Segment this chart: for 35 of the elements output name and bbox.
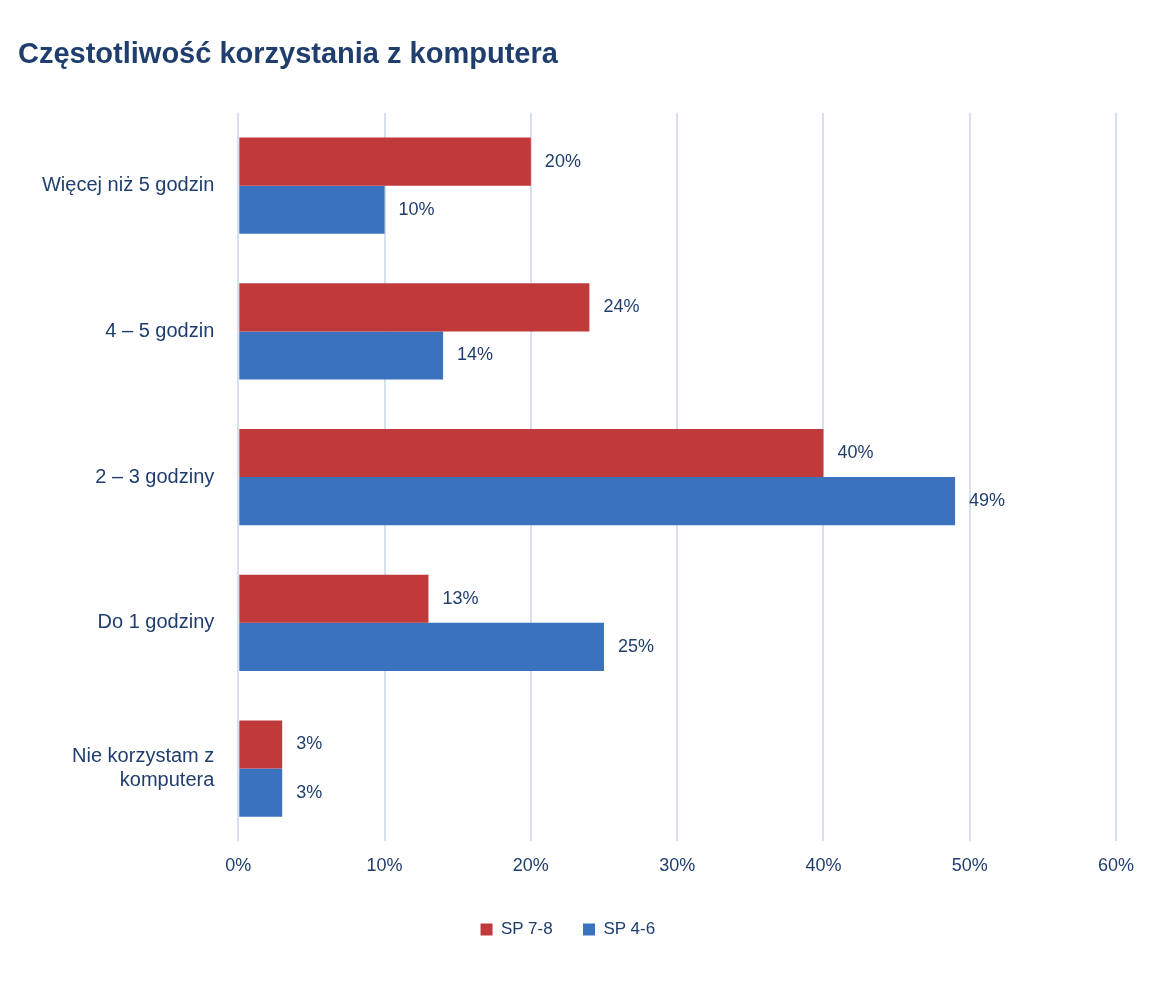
data-label: 10% xyxy=(398,198,435,219)
legend-label: SP 7-8 xyxy=(501,919,553,939)
x-tick-label: 10% xyxy=(366,855,403,876)
data-label: 24% xyxy=(603,296,640,317)
bar xyxy=(239,720,283,769)
data-label: 3% xyxy=(296,733,323,754)
y-tick-label: 4 – 5 godzin xyxy=(105,318,215,341)
legend-label: SP 4-6 xyxy=(603,919,656,939)
bar xyxy=(239,429,824,478)
data-label: 20% xyxy=(544,150,581,171)
x-tick-label: 30% xyxy=(659,855,696,876)
y-tick-label: 2 – 3 godziny xyxy=(95,464,215,487)
data-label: 49% xyxy=(969,490,1006,511)
x-tick-label: 20% xyxy=(512,855,549,876)
data-label: 25% xyxy=(618,635,655,656)
bar xyxy=(239,137,531,186)
y-tick-label: Nie korzystam z komputera xyxy=(72,744,216,791)
x-tick-label: 50% xyxy=(951,855,988,876)
bar xyxy=(239,574,429,623)
data-label: 13% xyxy=(442,587,479,608)
data-label: 3% xyxy=(296,781,323,802)
bar xyxy=(239,185,385,234)
y-tick-label: Do 1 godziny xyxy=(97,610,215,633)
data-label: 40% xyxy=(837,442,874,463)
y-tick-label: Więcej niż 5 godzin xyxy=(41,173,215,196)
bar xyxy=(239,768,283,817)
bar xyxy=(239,477,956,526)
bar xyxy=(239,283,590,332)
x-tick-label: 40% xyxy=(805,855,842,876)
chart-title: Częstotliwość korzystania z komputera xyxy=(18,37,559,70)
bar xyxy=(239,622,605,671)
bar xyxy=(239,331,444,380)
x-tick-label: 60% xyxy=(1097,855,1134,876)
data-label: 14% xyxy=(457,344,494,365)
x-tick-label: 0% xyxy=(225,855,252,876)
